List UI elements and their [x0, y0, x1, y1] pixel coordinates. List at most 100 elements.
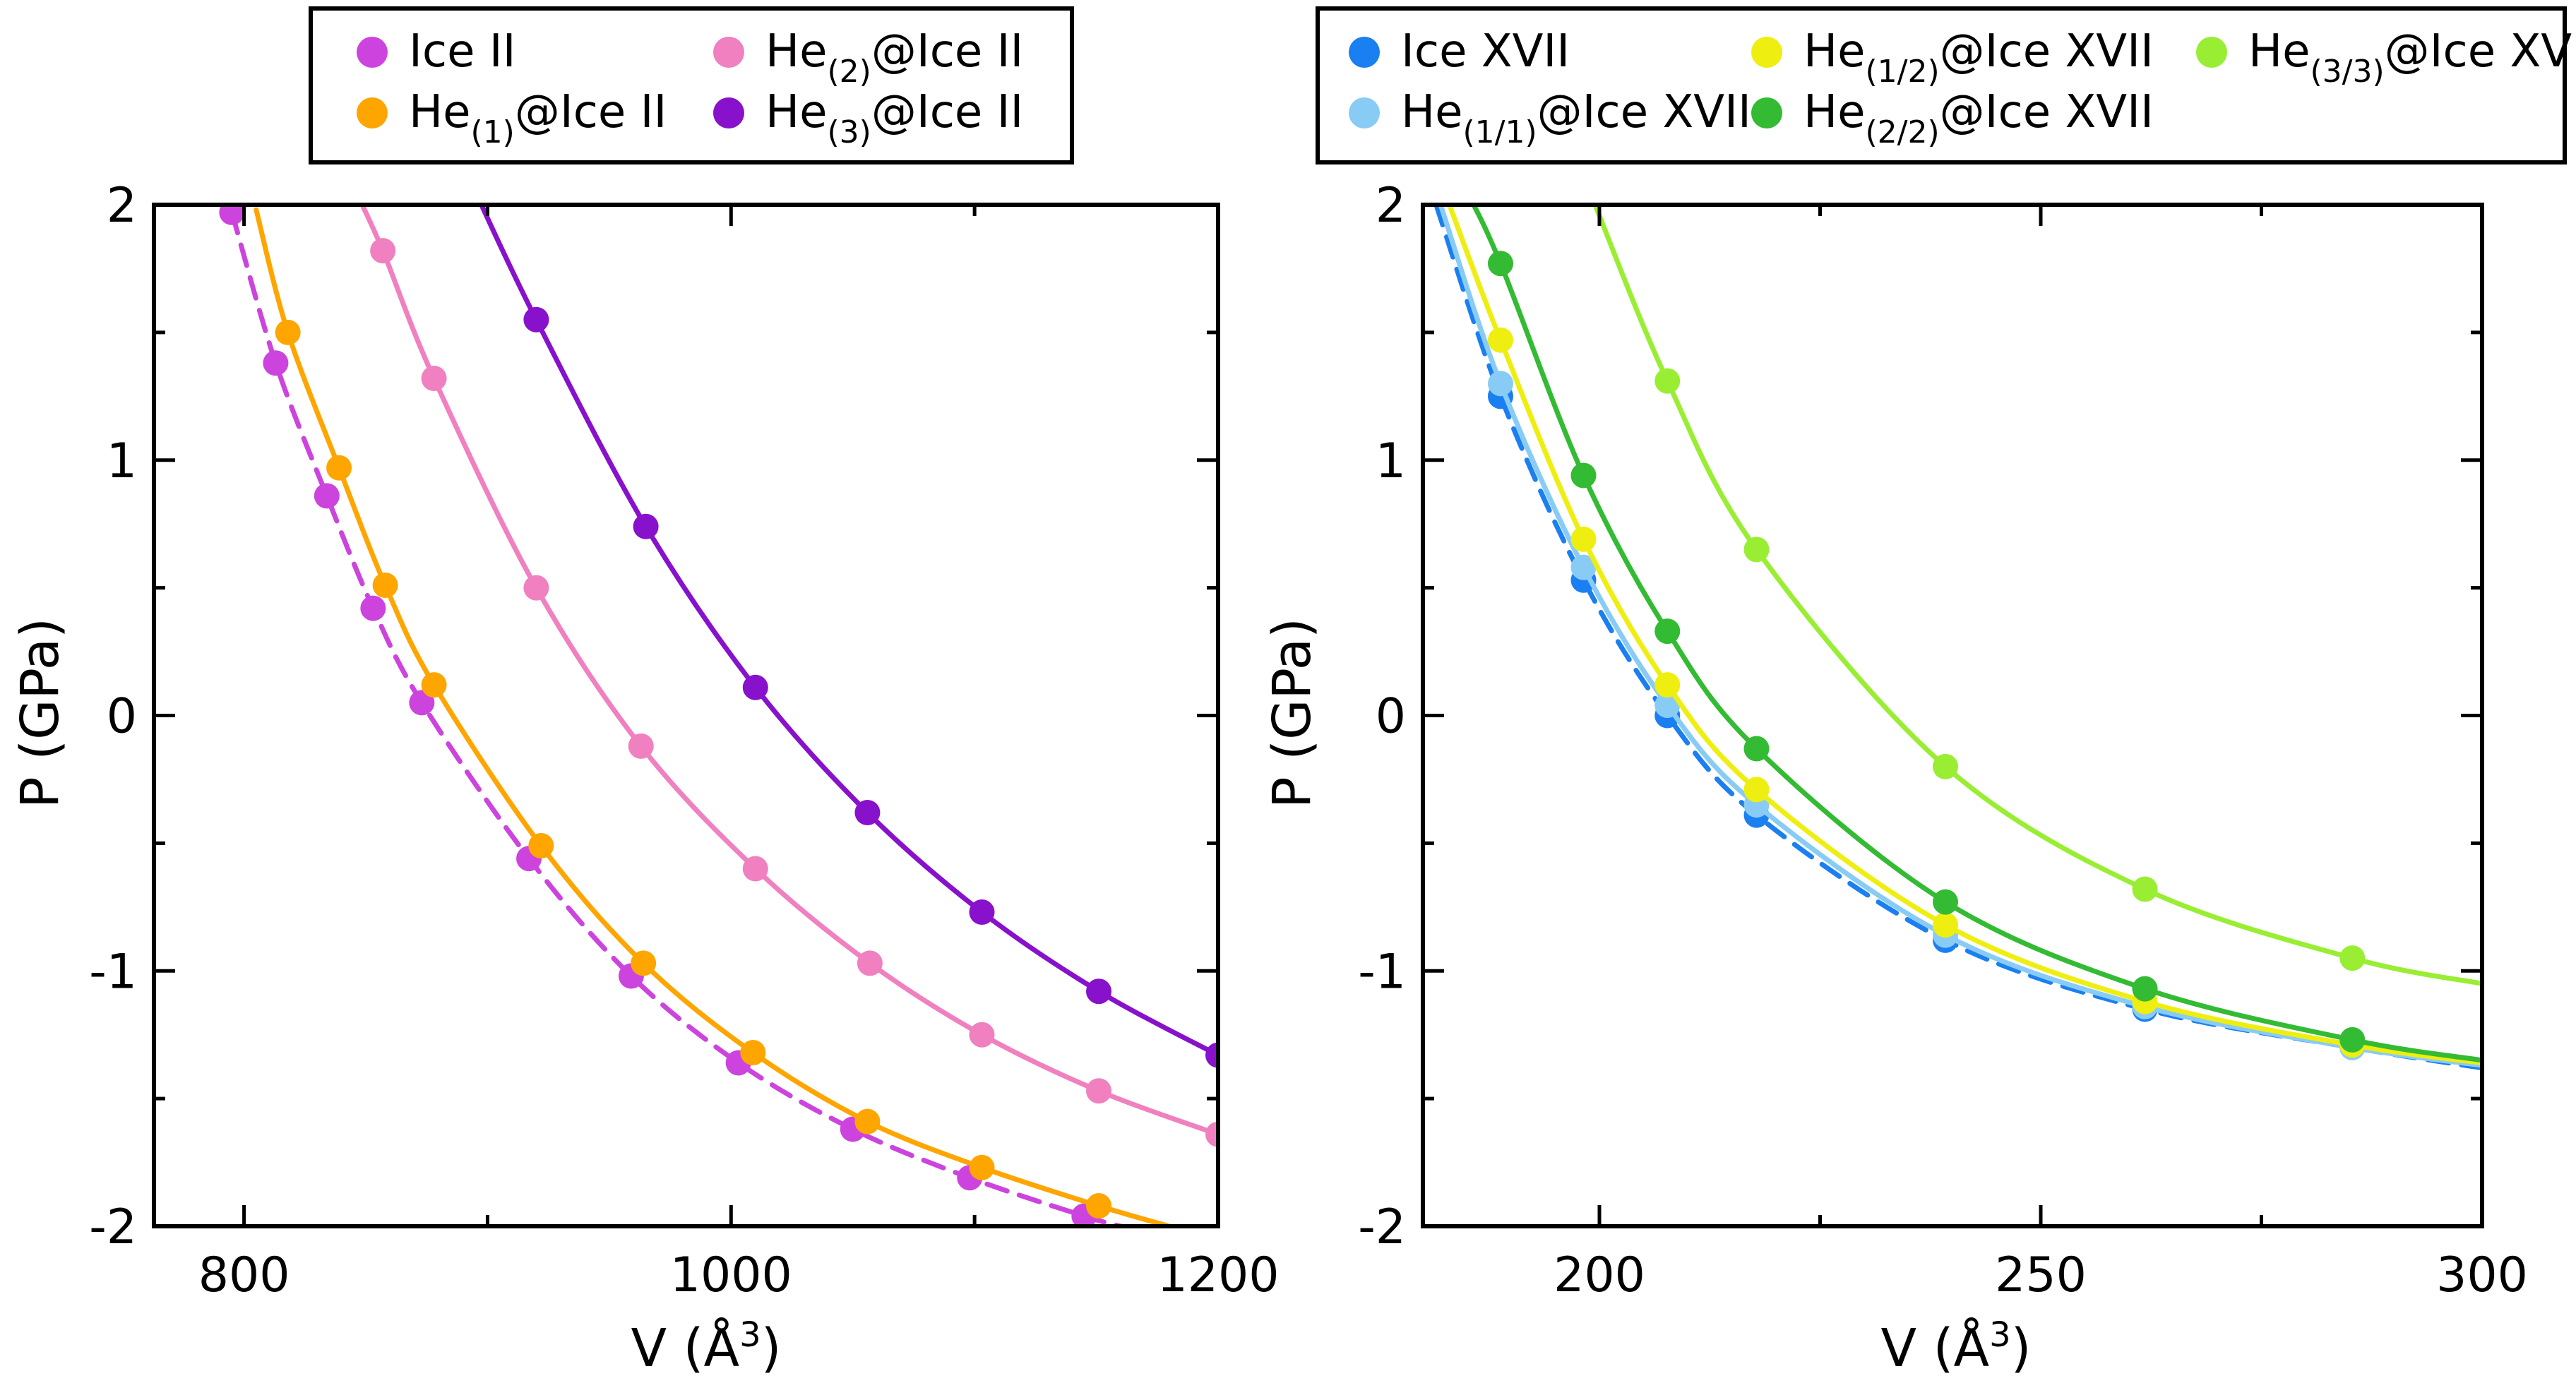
data-point	[1086, 978, 1112, 1005]
legend-marker	[1751, 37, 1782, 68]
data-point	[2132, 976, 2158, 1002]
x-tick-label: 1000	[670, 1247, 792, 1303]
x-tick-label: 250	[1995, 1247, 2087, 1303]
legend-entry: He(3)@Ice II	[713, 86, 1023, 150]
data-point	[1086, 1078, 1112, 1104]
series-layer	[1433, 205, 2482, 1071]
data-point	[854, 799, 881, 825]
legend-label: He(3/3)@Ice XVII	[2248, 25, 2576, 90]
legend-marker	[713, 37, 744, 68]
data-point	[628, 733, 654, 759]
axis-ticks: 200 250 300 -2 -1 0 1 2	[1358, 178, 2528, 1303]
data-point	[326, 455, 352, 481]
data-point	[421, 365, 447, 391]
legend-box	[1316, 6, 2567, 164]
y-tick-label: -1	[89, 944, 137, 1000]
series-line	[478, 205, 1218, 1058]
data-point	[1933, 912, 1958, 938]
x-tick-label: 1200	[1157, 1247, 1279, 1303]
data-point	[2132, 876, 2158, 902]
data-point	[969, 899, 995, 926]
x-tick-label: 200	[1554, 1247, 1645, 1303]
data-point	[1086, 1193, 1112, 1219]
x-axis-title: V (Å3)	[1880, 1315, 2031, 1379]
series-he-1-ice-ii	[254, 207, 1172, 1226]
legend-entry: Ice II	[357, 25, 516, 78]
data-point	[1488, 371, 1513, 397]
series-line	[229, 210, 1123, 1226]
legend-label: He(3)@Ice II	[765, 86, 1023, 150]
legend-entry: He(2/2)@Ice XVII	[1751, 86, 2154, 150]
series-line	[1470, 205, 2482, 1063]
x-tick-label: 300	[2436, 1247, 2528, 1303]
data-point	[1205, 1121, 1218, 1147]
legend-entry: He(1/1)@Ice XVII	[1349, 86, 1751, 150]
data-point	[1654, 618, 1681, 645]
y-axis-title: P (GPa)	[1262, 618, 1323, 808]
data-point	[1743, 736, 1770, 762]
legend-marker	[357, 97, 388, 128]
legend-label: He(1/1)@Ice XVII	[1401, 86, 1751, 150]
plot-area-ice-xvii: 200 250 300 -2 -1 0 1 2	[1358, 178, 2528, 1303]
chart-ice-xvii: Ice XVII He(1/1)@Ice XVII He(1/2)@Ice XVII…	[1262, 6, 2576, 1379]
data-point	[1743, 537, 1770, 563]
legend-marker	[1349, 97, 1380, 128]
data-point	[2339, 1026, 2366, 1053]
y-tick-label: 2	[107, 178, 137, 234]
data-point	[372, 573, 398, 599]
legend-entry: He(3/3)@Ice XVII	[2196, 25, 2576, 90]
plot-area-ice-ii: 800 1000 1200 -2 -1 0 1 2	[89, 178, 1279, 1303]
series-he-3-ice-ii	[478, 205, 1218, 1068]
y-tick-label: 2	[1376, 178, 1406, 234]
y-tick-label: -1	[1358, 944, 1406, 1000]
data-point	[1488, 251, 1513, 277]
y-tick-label: 1	[107, 433, 137, 489]
data-point	[1488, 327, 1513, 353]
series-line	[1438, 205, 2482, 1068]
data-point	[360, 595, 386, 621]
data-point	[528, 832, 554, 858]
legend-label: He(1)@Ice II	[409, 86, 667, 150]
data-point	[969, 1154, 995, 1180]
legend-entry: He(2)@Ice II	[713, 25, 1023, 90]
legend-marker	[713, 97, 744, 128]
y-tick-label: 0	[1376, 689, 1406, 745]
legend-marker	[2196, 37, 2227, 68]
legend-ice-ii: Ice II He(1)@Ice II He(2)@Ice IIHe(3)@Ice …	[309, 6, 1074, 164]
legend-marker	[1349, 37, 1380, 68]
y-axis-title: P (GPa)	[10, 618, 71, 808]
legend-entry: Ice XVII	[1349, 25, 1570, 78]
data-point	[1743, 777, 1770, 803]
data-point	[1933, 889, 1958, 915]
data-point	[631, 950, 657, 976]
y-tick-label: 0	[107, 689, 137, 745]
data-point	[742, 674, 768, 700]
axis-ticks: 800 1000 1200 -2 -1 0 1 2	[89, 178, 1279, 1303]
legend-box	[309, 6, 1074, 164]
data-point	[857, 950, 883, 976]
data-point	[275, 319, 301, 345]
data-point	[314, 483, 340, 509]
data-point	[409, 690, 435, 716]
legend-label: He(2)@Ice II	[765, 25, 1023, 90]
data-point	[1654, 368, 1681, 394]
legend-label: Ice II	[409, 25, 516, 78]
series-he-3-3-ice-xvii	[1592, 205, 2482, 986]
data-point	[2339, 945, 2366, 971]
data-point	[742, 856, 768, 882]
legend-label: He(1/2)@Ice XVII	[1803, 25, 2154, 90]
y-tick-label: -2	[1358, 1199, 1406, 1255]
legend-label: He(2/2)@Ice XVII	[1803, 86, 2154, 150]
legend-label: Ice XVII	[1401, 25, 1570, 78]
data-point	[1570, 554, 1597, 580]
x-tick-label: 800	[198, 1247, 290, 1303]
data-point	[633, 513, 659, 539]
series-line	[359, 205, 1218, 1137]
data-point	[370, 238, 396, 264]
data-point	[523, 306, 549, 333]
series-line	[1447, 205, 2482, 1065]
data-point	[1205, 1042, 1218, 1068]
data-point	[1654, 672, 1681, 698]
legend-entry: He(1/2)@Ice XVII	[1751, 25, 2154, 90]
